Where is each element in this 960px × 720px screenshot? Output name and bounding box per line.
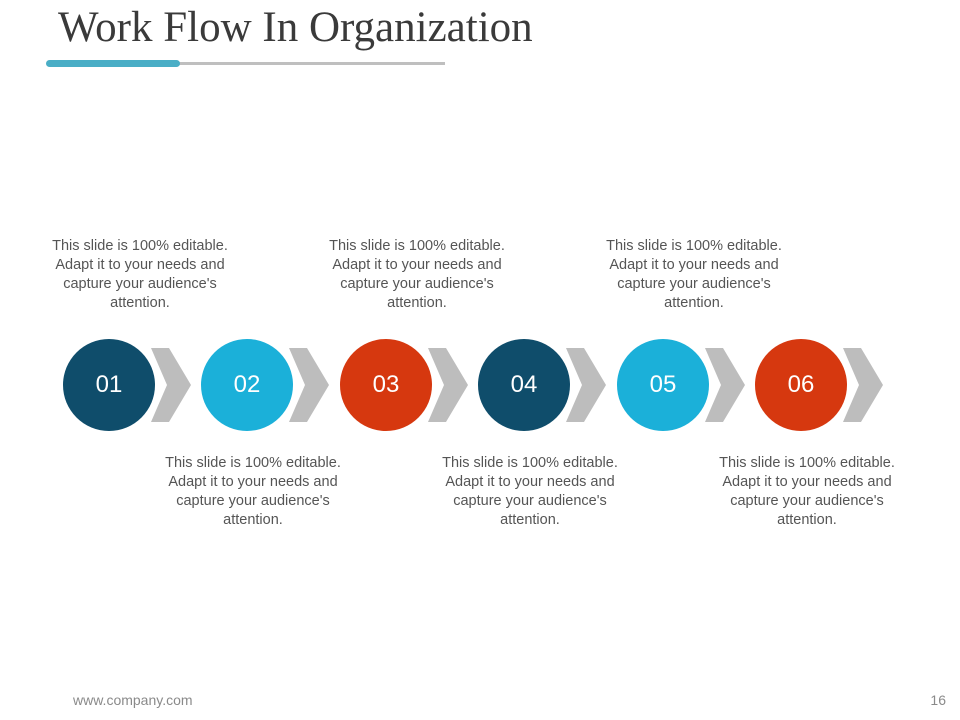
step-05-number: 05 xyxy=(649,371,677,398)
slide-title: Work Flow In Organization xyxy=(58,4,533,51)
title-underline-accent xyxy=(46,60,180,67)
step-03-description: This slide is 100% editable. Adapt it to… xyxy=(329,238,505,311)
step-04-circle: 04 xyxy=(478,339,570,431)
page-number: 16 xyxy=(930,692,946,708)
step-04-number: 04 xyxy=(510,371,538,398)
step-02-arrow xyxy=(289,348,329,422)
step-01-number: 01 xyxy=(95,371,123,398)
step-06-number: 06 xyxy=(787,371,815,398)
step-05-circle: 05 xyxy=(617,339,709,431)
step-02-number: 02 xyxy=(233,371,261,398)
footer-url: www.company.com xyxy=(73,692,193,708)
step-06-arrow xyxy=(843,348,883,422)
step-04-arrow xyxy=(566,348,606,422)
step-01-circle: 01 xyxy=(63,339,155,431)
step-01-arrow xyxy=(151,348,191,422)
step-03-circle: 03 xyxy=(340,339,432,431)
step-04-description: This slide is 100% editable. Adapt it to… xyxy=(442,455,618,528)
step-03-arrow xyxy=(428,348,468,422)
step-03-number: 03 xyxy=(372,371,400,398)
step-05-arrow xyxy=(705,348,745,422)
step-02-circle: 02 xyxy=(201,339,293,431)
step-02-description: This slide is 100% editable. Adapt it to… xyxy=(165,455,341,528)
title-underline xyxy=(48,62,445,65)
step-06-circle: 06 xyxy=(755,339,847,431)
step-01-description: This slide is 100% editable. Adapt it to… xyxy=(52,238,228,311)
step-06-description: This slide is 100% editable. Adapt it to… xyxy=(719,455,895,528)
step-05-description: This slide is 100% editable. Adapt it to… xyxy=(606,238,782,311)
